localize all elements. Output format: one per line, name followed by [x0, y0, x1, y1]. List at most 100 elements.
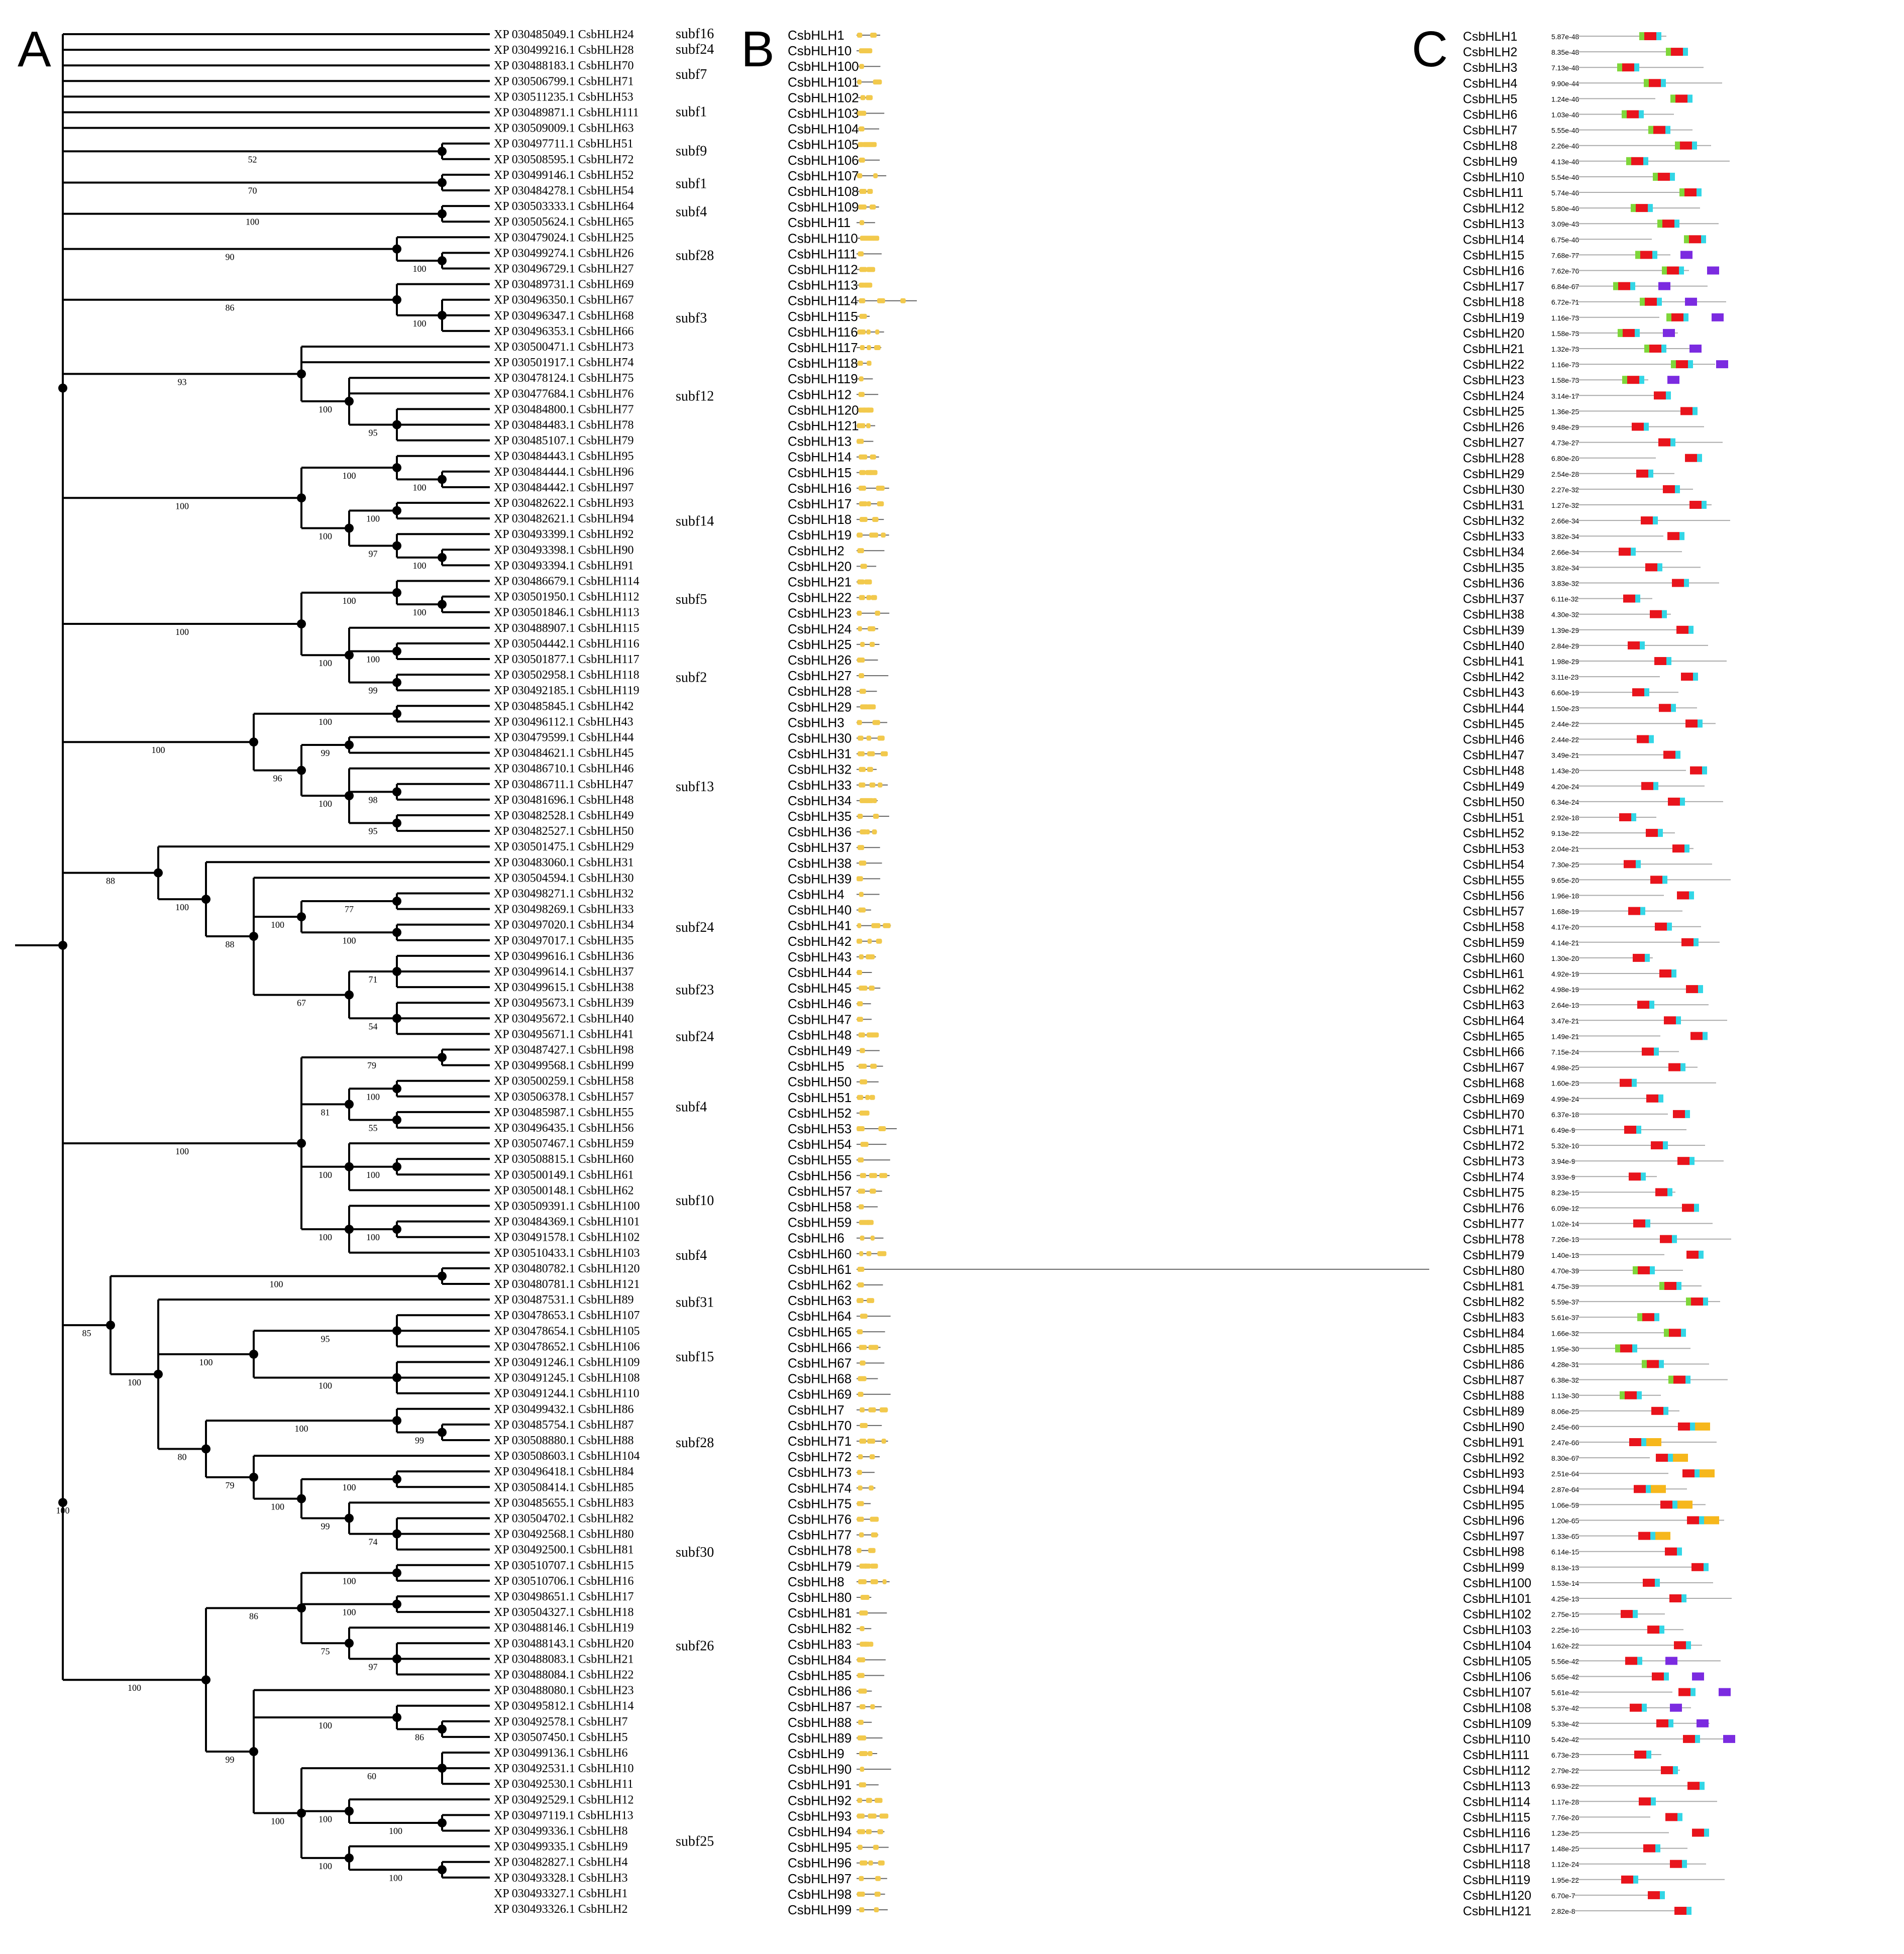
- exon: [867, 501, 871, 506]
- e-value: 1.12e-24: [1551, 1861, 1579, 1869]
- motif-red: [1673, 1110, 1685, 1118]
- bootstrap-value: 100: [343, 1607, 356, 1617]
- motif-red: [1681, 938, 1694, 946]
- motif-red: [1650, 876, 1662, 884]
- gene-name: CsbHLH91: [788, 1777, 852, 1792]
- protein-name: CsbHLH11: [1463, 186, 1523, 200]
- protein-name: CsbHLH103: [1463, 1623, 1531, 1637]
- protein-name: CsbHLH113: [1463, 1779, 1530, 1793]
- motif-red: [1668, 1063, 1680, 1071]
- gene-name: CsbHLH53: [788, 1121, 852, 1136]
- bootstrap-value: 100: [271, 920, 284, 930]
- protein-name: CsbHLH36: [1463, 577, 1524, 591]
- motif-cyan: [1657, 563, 1662, 572]
- protein-name: CsbHLH44: [1463, 701, 1524, 715]
- gene-name: CsbHLH96: [788, 1856, 852, 1871]
- motif-red: [1627, 376, 1639, 384]
- bootstrap-value: 100: [175, 902, 189, 912]
- motif-cyan: [1674, 220, 1679, 228]
- motif-cyan: [1704, 1828, 1709, 1837]
- protein-name: CsbHLH5: [1463, 92, 1517, 106]
- motif-cyan: [1685, 1110, 1690, 1118]
- protein-name: CsbHLH25: [1463, 404, 1524, 418]
- e-value: 2.66e-34: [1551, 548, 1579, 556]
- motif-red: [1681, 673, 1693, 681]
- e-value: 1.16e-73: [1551, 361, 1579, 369]
- motif-red: [1641, 516, 1653, 525]
- motif-cyan: [1702, 501, 1707, 509]
- gene-name: CsbHLH115: [788, 309, 858, 324]
- motif-cyan: [1663, 1141, 1668, 1150]
- gene-name: CsbHLH121: [788, 418, 859, 433]
- tree-leaf-label: XP 030508815.1 CsbHLH60: [494, 1153, 633, 1166]
- tree-leaf-label: XP 030479024.1 CsbHLH25: [494, 231, 633, 244]
- motif-cyan: [1698, 985, 1703, 994]
- protein-name: CsbHLH53: [1463, 842, 1524, 856]
- protein-name: CsbHLH35: [1463, 561, 1524, 575]
- exon: [857, 1657, 866, 1663]
- bootstrap-value: 100: [175, 1146, 189, 1156]
- motif-green: [1684, 235, 1690, 244]
- exon: [873, 814, 879, 819]
- exon: [857, 658, 865, 663]
- motif-red: [1638, 1532, 1650, 1540]
- tree-leaf-label: XP 030499568.1 CsbHLH99: [494, 1059, 633, 1072]
- exon: [874, 345, 881, 350]
- bootstrap-value: 100: [128, 1377, 141, 1387]
- exon: [857, 1516, 864, 1522]
- gene-name: CsbHLH7: [788, 1402, 844, 1418]
- gene-name: CsbHLH42: [788, 934, 852, 949]
- motif-cyan: [1666, 391, 1671, 400]
- gene-name: CsbHLH46: [788, 996, 852, 1011]
- e-value: 5.33e-42: [1551, 1720, 1579, 1728]
- tree-leaf-label: XP 030484442.1 CsbHLH97: [494, 481, 633, 494]
- exon: [878, 782, 883, 788]
- e-value: 5.54e-46: [1551, 173, 1579, 181]
- tree-leaf-label: XP 030499616.1 CsbHLH36: [494, 950, 633, 963]
- tree-leaf-label: XP 030506799.1 CsbHLH71: [494, 75, 633, 88]
- motif-purple: [1658, 282, 1670, 290]
- e-value: 7.13e-48: [1551, 64, 1579, 72]
- panel-a-label: A: [18, 21, 51, 77]
- motif-red: [1685, 719, 1698, 728]
- motif-red: [1630, 1703, 1642, 1712]
- tree-leaf-label: XP 030497017.1 CsbHLH35: [494, 934, 633, 947]
- motif-red: [1639, 1797, 1651, 1806]
- tree-leaf-label: XP 030488183.1 CsbHLH70: [494, 59, 633, 72]
- tree-leaf-label: XP 030496353.1 CsbHLH66: [494, 325, 633, 338]
- tree-leaf-label: XP 030501475.1 CsbHLH29: [494, 840, 633, 853]
- tree-leaf-label: XP 030499432.1 CsbHLH86: [494, 1403, 633, 1416]
- protein-name: CsbHLH85: [1463, 1342, 1524, 1356]
- protein-name: CsbHLH110: [1463, 1732, 1530, 1747]
- gene-name: CsbHLH90: [788, 1762, 852, 1777]
- tree-leaf-label: XP 030493399.1 CsbHLH92: [494, 528, 633, 541]
- motif-cyan: [1668, 1454, 1673, 1462]
- tree-leaf-label: XP 030501917.1 CsbHLH74: [494, 356, 633, 369]
- exon: [869, 1173, 877, 1178]
- e-value: 6.14e-15: [1551, 1548, 1579, 1556]
- exon: [859, 1876, 864, 1881]
- exon: [869, 1454, 875, 1460]
- motif-red: [1636, 469, 1648, 478]
- protein-name: CsbHLH3: [1463, 61, 1517, 75]
- motif-red: [1669, 1594, 1681, 1602]
- gene-name: CsbHLH43: [788, 949, 852, 964]
- tree-leaf-label: XP 030508880.1 CsbHLH88: [494, 1434, 633, 1447]
- e-value: 5.55e-40: [1551, 127, 1579, 135]
- exon: [860, 1704, 866, 1709]
- bootstrap-value: 100: [319, 404, 332, 414]
- motif-cyan: [1660, 1891, 1665, 1899]
- protein-name: CsbHLH8: [1463, 139, 1517, 153]
- motif-red: [1619, 813, 1631, 821]
- bootstrap-value: 100: [319, 1861, 332, 1871]
- e-value: 1.06e-59: [1551, 1501, 1579, 1509]
- motif-green: [1633, 1266, 1639, 1274]
- motif-cyan: [1695, 1469, 1700, 1478]
- gene-name: CsbHLH28: [788, 684, 852, 699]
- bootstrap-value: 100: [413, 561, 427, 571]
- protein-name: CsbHLH95: [1463, 1498, 1524, 1512]
- motif-orange: [1677, 1500, 1693, 1509]
- e-value: 3.11e-23: [1551, 673, 1578, 681]
- protein-name: CsbHLH121: [1463, 1904, 1531, 1918]
- e-value: 6.60e-19: [1551, 689, 1579, 697]
